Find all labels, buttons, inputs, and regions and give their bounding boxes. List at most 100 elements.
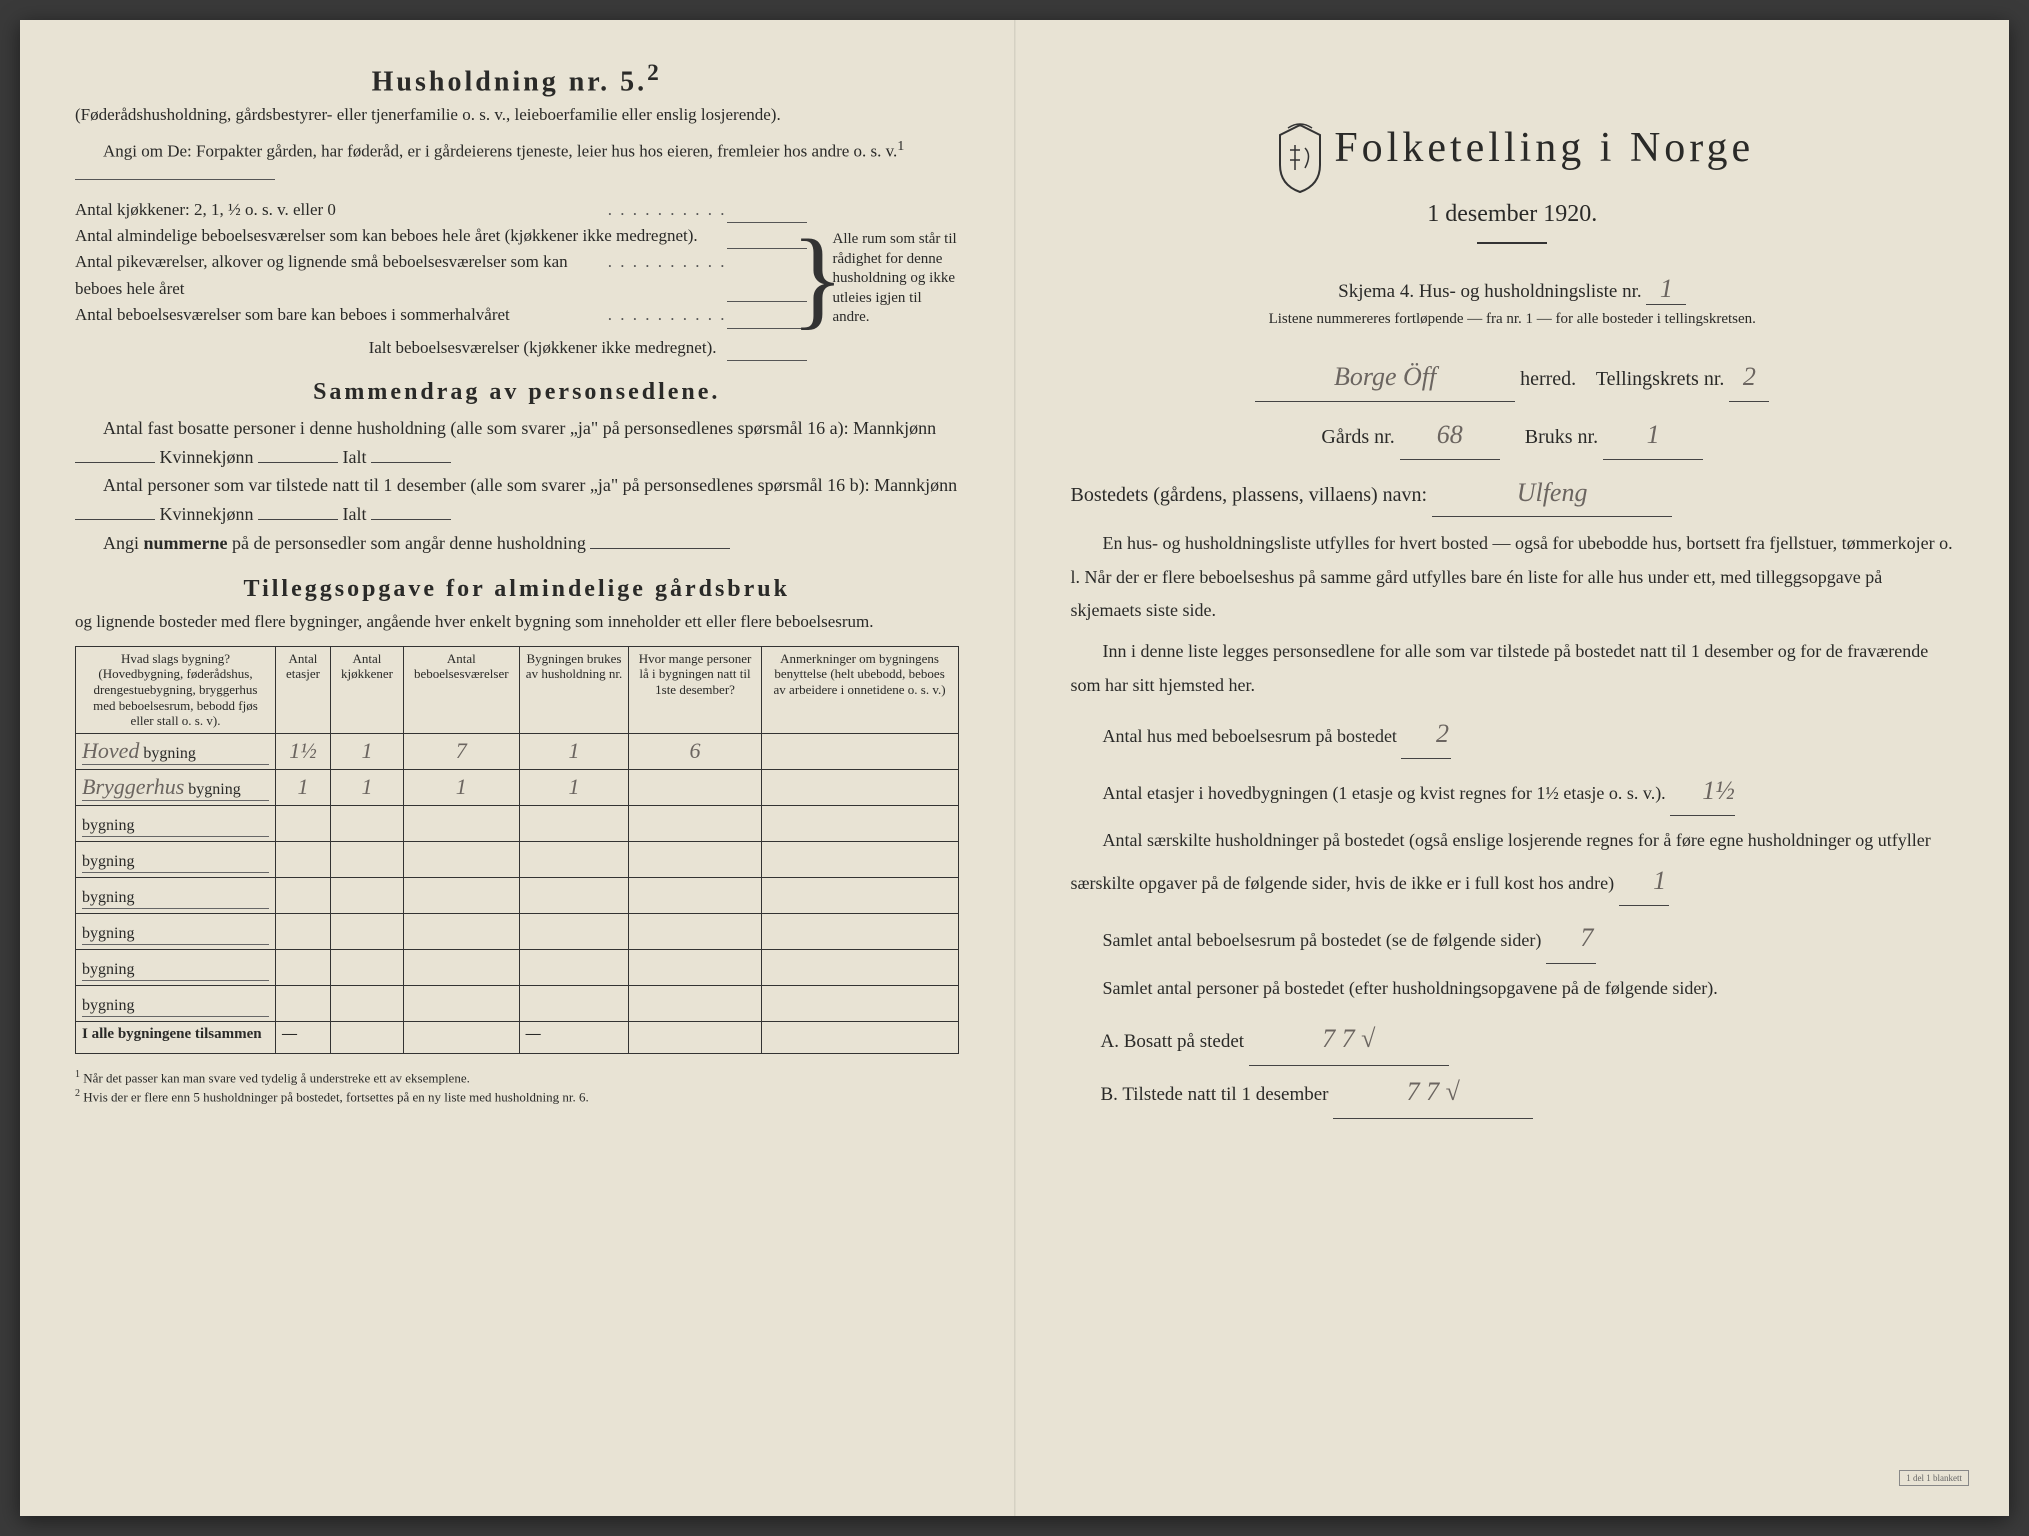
table-row: bygning — [76, 949, 959, 985]
q4-label: Samlet antal beboelsesrum på bostedet (s… — [1103, 930, 1542, 950]
blank — [258, 519, 338, 520]
row-type-cell: Hoved bygning — [76, 733, 276, 769]
rooms-brace-group: Antal kjøkkener: 2, 1, ½ o. s. v. eller … — [75, 197, 959, 361]
table-cell: 1 — [519, 733, 629, 769]
summary-p1-text: Antal fast bosatte personer i denne hush… — [103, 418, 936, 438]
census-date: 1 desember 1920. — [1071, 201, 1955, 228]
table-cell — [330, 805, 403, 841]
table-cell — [519, 949, 629, 985]
left-page: Husholdning nr. 5.2 (Føderådshusholdning… — [20, 20, 1015, 1516]
row-type-cell: Bryggerhus bygning — [76, 769, 276, 805]
listene-note: Listene nummereres fortløpende — fra nr.… — [1071, 311, 1955, 328]
dots — [608, 302, 727, 328]
table-cell: 1½ — [276, 733, 331, 769]
table-total-row: I alle bygningene tilsammen — — — [76, 1021, 959, 1053]
bosted-value: Ulfeng — [1432, 470, 1672, 518]
household-title-sup: 2 — [647, 60, 662, 86]
table-cell: 1 — [330, 769, 403, 805]
household-instruction-text: Angi om De: Forpakter gården, har føderå… — [103, 142, 897, 161]
th-etasjer: Antal etasjer — [276, 646, 331, 733]
table-cell — [330, 949, 403, 985]
bosted-label: Bostedets (gårdens, plassens, villaens) … — [1071, 484, 1428, 506]
th-personer: Hvor mange personer lå i bygningen natt … — [629, 646, 761, 733]
document-spread: Husholdning nr. 5.2 (Føderådshusholdning… — [20, 20, 2009, 1516]
table-cell — [761, 733, 958, 769]
table-cell — [403, 985, 519, 1021]
q2: Antal etasjer i hovedbygningen (1 etasje… — [1071, 767, 1955, 816]
table-cell — [403, 805, 519, 841]
qB-value: 7 7 √ — [1333, 1066, 1533, 1119]
blank — [75, 519, 155, 520]
herred-label: herred. — [1520, 368, 1576, 390]
summary-p1-i: Ialt — [343, 447, 367, 467]
blank-line — [75, 179, 275, 180]
footnotes: 1 Når det passer kan man svare ved tydel… — [75, 1068, 959, 1106]
row-type-cell: bygning — [76, 985, 276, 1021]
bosted-line: Bostedets (gårdens, plassens, villaens) … — [1071, 470, 1955, 518]
instruction-para-2: Inn i denne liste legges personsedlene f… — [1071, 635, 1955, 702]
table-cell — [276, 877, 331, 913]
table-cell — [629, 949, 761, 985]
summary-p3-a: Angi — [103, 533, 144, 553]
q1: Antal hus med beboelsesrum på bostedet 2 — [1071, 710, 1955, 759]
total-cell — [330, 1021, 403, 1053]
q3: Antal særskilte husholdninger på bostede… — [1071, 824, 1955, 906]
ab-list: A. Bosatt på stedet 7 7 √ B. Tilstede na… — [1101, 1013, 1955, 1119]
kitchen-row: Antal kjøkkener: 2, 1, ½ o. s. v. eller … — [75, 197, 807, 223]
table-cell — [330, 877, 403, 913]
right-header: Folketelling i Norge 1 desember 1920. — [1071, 120, 1955, 244]
q1-label: Antal hus med beboelsesrum på bostedet — [1103, 726, 1397, 746]
table-cell — [330, 913, 403, 949]
table-cell — [761, 805, 958, 841]
table-cell — [519, 985, 629, 1021]
rooms-total-label: Ialt beboelsesværelser (kjøkkener ikke m… — [75, 335, 727, 361]
skjema-line: Skjema 4. Hus- og husholdningsliste nr. … — [1071, 274, 1955, 305]
table-cell — [519, 877, 629, 913]
total-cell — [761, 1021, 958, 1053]
table-cell: 1 — [519, 769, 629, 805]
table-cell: 6 — [629, 733, 761, 769]
table-cell — [629, 985, 761, 1021]
household-title-text: Husholdning nr. 5. — [372, 66, 648, 97]
row-type-cell: bygning — [76, 805, 276, 841]
row-type-cell: bygning — [76, 877, 276, 913]
total-label: I alle bygningene tilsammen — [76, 1021, 276, 1053]
table-row: Hoved bygning1½1716 — [76, 733, 959, 769]
footnote-1: 1 Når det passer kan man svare ved tydel… — [75, 1068, 959, 1087]
q3-label: Antal særskilte husholdninger på bostede… — [1071, 830, 1931, 893]
summary-p3: Angi nummerne på de personsedler som ang… — [75, 529, 959, 558]
bruks-value: 1 — [1603, 412, 1703, 460]
table-cell — [519, 841, 629, 877]
skjema-value: 1 — [1646, 274, 1686, 305]
table-cell — [330, 985, 403, 1021]
bruks-label: Bruks nr. — [1525, 426, 1598, 448]
table-cell — [276, 949, 331, 985]
table-cell — [761, 769, 958, 805]
kitchen-label: Antal kjøkkener: 2, 1, ½ o. s. v. eller … — [75, 197, 608, 223]
row-type-cell: bygning — [76, 913, 276, 949]
table-cell — [276, 841, 331, 877]
table-cell: 1 — [403, 769, 519, 805]
summary-p2-text: Antal personer som var tilstede natt til… — [103, 475, 957, 495]
q4: Samlet antal beboelsesrum på bostedet (s… — [1071, 914, 1955, 963]
summary-p1: Antal fast bosatte personer i denne hush… — [75, 414, 959, 472]
table-cell — [761, 841, 958, 877]
total-cell — [403, 1021, 519, 1053]
tellingskrets-value: 2 — [1729, 354, 1769, 402]
total-cell: — — [519, 1021, 629, 1053]
census-title: Folketelling i Norge — [1334, 125, 1754, 171]
blank — [75, 462, 155, 463]
total-cell — [629, 1021, 761, 1053]
rooms-list: Antal kjøkkener: 2, 1, ½ o. s. v. eller … — [75, 197, 807, 361]
tillegg-sub: og lignende bosteder med flere bygninger… — [75, 611, 959, 634]
table-cell — [519, 913, 629, 949]
table-cell: 1 — [276, 769, 331, 805]
table-cell — [761, 877, 958, 913]
table-cell — [403, 841, 519, 877]
brace-note: Alle rum som står til rådighet for denne… — [829, 197, 959, 361]
table-cell — [276, 985, 331, 1021]
q5-label: Samlet antal personer på bostedet (efter… — [1071, 972, 1955, 1005]
q3-value: 1 — [1619, 857, 1669, 906]
summary-p2: Antal personer som var tilstede natt til… — [75, 471, 959, 529]
summary-p3-b: nummerne — [144, 533, 228, 553]
